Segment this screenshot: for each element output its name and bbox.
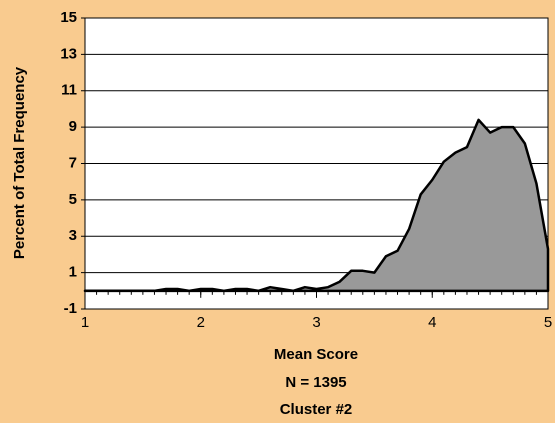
x-tick-label: 3 <box>312 314 320 331</box>
x-axis-label: Mean Score <box>274 346 358 363</box>
y-tick-label: -1 <box>64 300 77 317</box>
x-tick-label: 5 <box>544 314 552 331</box>
y-tick-label: 3 <box>69 227 77 244</box>
y-tick-label: 13 <box>60 45 77 62</box>
x-tick-label: 4 <box>428 314 436 331</box>
y-tick-label: 1 <box>69 264 77 281</box>
x-tick-label: 1 <box>81 314 89 331</box>
y-tick-label: 7 <box>69 154 77 171</box>
y-tick-label: 5 <box>69 191 77 208</box>
caption: N = 1395 <box>285 374 346 391</box>
caption: Cluster #2 <box>280 401 353 418</box>
x-tick-label: 2 <box>197 314 205 331</box>
y-tick-label: 9 <box>69 118 77 135</box>
plot-frame <box>84 17 549 310</box>
y-tick-label: 11 <box>61 82 77 99</box>
y-axis-label: Percent of Total Frequency <box>11 66 28 259</box>
y-tick-label: 15 <box>60 9 77 26</box>
